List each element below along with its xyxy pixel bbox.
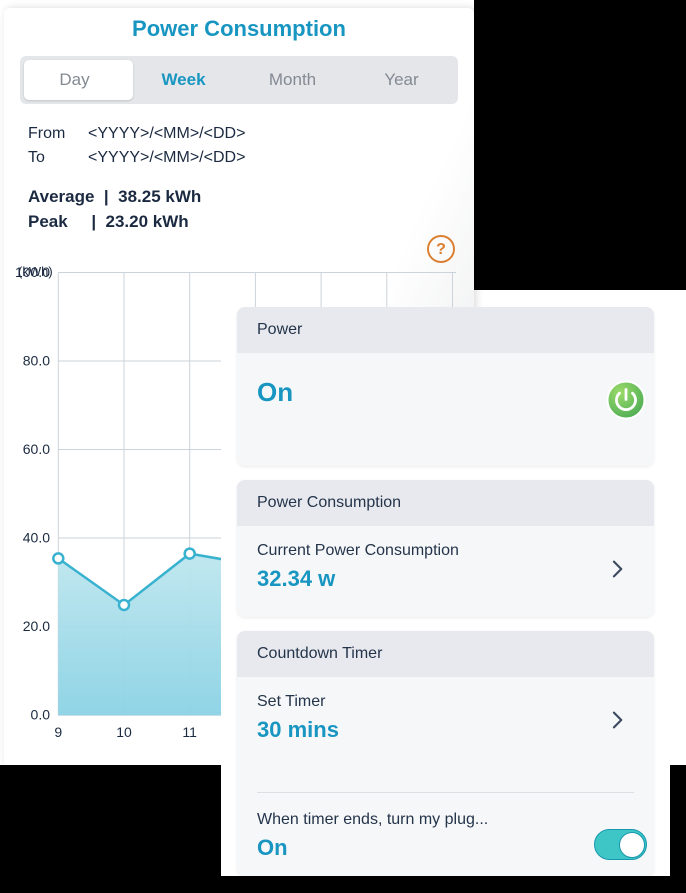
svg-text:20.0: 20.0 bbox=[23, 618, 50, 634]
svg-text:60.0: 60.0 bbox=[23, 441, 50, 457]
svg-text:10: 10 bbox=[116, 724, 132, 740]
svg-text:100.0: 100.0 bbox=[15, 264, 50, 280]
svg-text:9: 9 bbox=[54, 724, 62, 740]
svg-text:0.0: 0.0 bbox=[31, 707, 51, 723]
svg-text:11: 11 bbox=[182, 724, 197, 740]
svg-text:40.0: 40.0 bbox=[23, 530, 50, 546]
svg-text:80.0: 80.0 bbox=[23, 353, 50, 369]
